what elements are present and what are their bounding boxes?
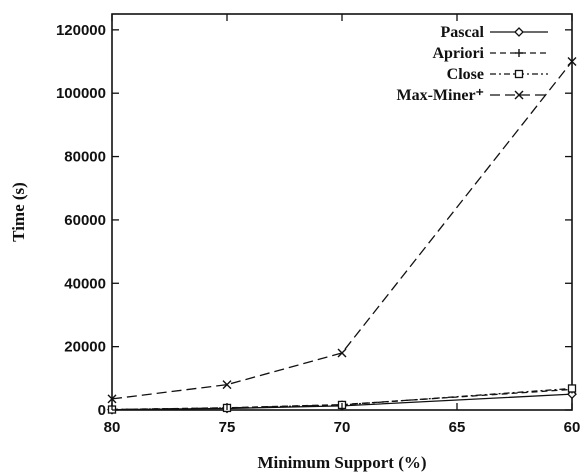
y-tick-label: 120000: [56, 22, 106, 39]
x-axis-title: Minimum Support (%): [257, 453, 426, 472]
y-tick-label: 0: [98, 402, 106, 419]
legend-entry: Close: [447, 66, 548, 83]
legend-entry: Apriori: [432, 45, 548, 62]
legend: Pascal Apriori Close Max-Miner⁺: [396, 24, 548, 104]
data-point: [567, 384, 577, 393]
chart-marks: [107, 57, 577, 415]
y-tick-label: 60000: [64, 212, 106, 229]
y-tick-label: 20000: [64, 339, 106, 356]
legend-label: Max-Miner⁺: [396, 87, 484, 104]
legend-label: Close: [447, 66, 484, 83]
legend-entry: Pascal: [440, 24, 548, 41]
y-tick-label: 80000: [64, 149, 106, 166]
series-line: [111, 387, 573, 411]
legend-marker: [515, 49, 523, 57]
data-point: [567, 57, 577, 67]
data-point: [222, 380, 232, 390]
legend-marker: [514, 90, 524, 100]
x-tick-label: 65: [449, 419, 466, 436]
series-line: [111, 61, 573, 400]
x-tick-label: 75: [219, 419, 236, 436]
x-tick-label: 70: [334, 419, 351, 436]
plot-area: [111, 13, 573, 411]
axis-ticks: 80 75 70 65 60 0 20000 40000 60000 80000 100000 120…: [56, 14, 580, 436]
legend-label: Pascal: [440, 24, 484, 41]
x-tick-label: 60: [564, 419, 581, 436]
data-point: [337, 348, 347, 358]
legend-entry: Max-Miner⁺: [396, 87, 548, 104]
series-3: [107, 57, 577, 404]
x-tick-label: 80: [104, 419, 121, 436]
legend-label: Apriori: [432, 45, 484, 62]
legend-marker: [514, 69, 524, 79]
y-tick-label: 100000: [56, 85, 106, 102]
plot-frame: [111, 13, 573, 411]
legend-marker: [514, 27, 524, 37]
data-point: [107, 394, 117, 404]
y-tick-label: 40000: [64, 275, 106, 292]
y-axis-title: Time (s): [9, 182, 28, 242]
